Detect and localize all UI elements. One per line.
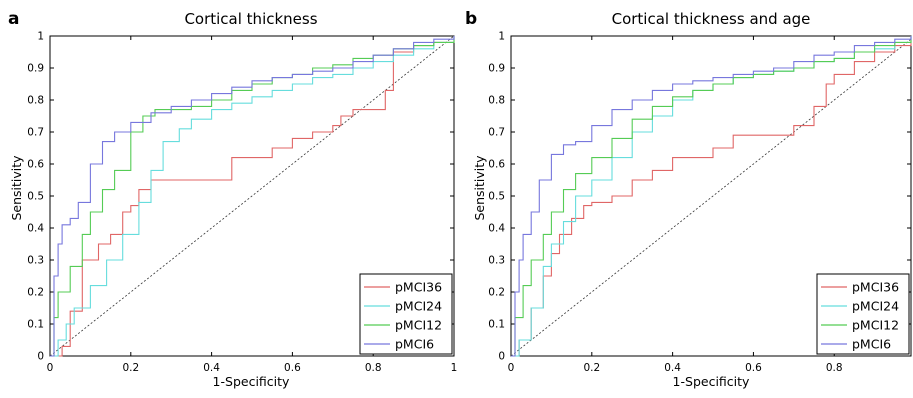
panel-b-y-tick-label: 0.9: [488, 63, 505, 75]
panel-b-y-tick-label: 0.3: [488, 255, 505, 267]
panel-a-plot-area: 0 0.1 0.2 0.3 0.4 0.5 0.6 0.7 0.8 0.9 1 0 0.2 0.4 0.6 0…: [27, 31, 457, 375]
panel-b-reference-diagonal: [510, 38, 912, 357]
panel-b-y-tick-label: 0.5: [488, 191, 505, 203]
panel-a-legend-label-pmci6: pMCI6: [395, 337, 434, 352]
panel-b-x-tick-label: 0.2: [583, 362, 600, 374]
panel-b-x-tick-label: 0.4: [664, 362, 681, 374]
panel-b-y-axis-label: Sensitivity: [472, 155, 487, 221]
panel-b-y-tick-label: 0.7: [488, 127, 505, 139]
panel-a-y-tick-label: 0.2: [27, 287, 44, 299]
panel-b-letter: b: [465, 9, 477, 29]
panel-a-legend-label-pmci24: pMCI24: [395, 299, 442, 314]
panel-a-x-tick-label: 0.2: [122, 362, 139, 374]
panel-a-x-tick-label: 1: [451, 362, 458, 374]
panel-a-letter: a: [8, 9, 19, 29]
panel-a-series-pmci6: [50, 36, 455, 357]
panel-b-legend-label-pmci6: pMCI6: [852, 337, 891, 352]
panel-a-y-tick-label: 0.8: [27, 95, 44, 107]
panel-a-series-pmci36: [50, 36, 455, 357]
panel-a-legend-label-pmci36: pMCI36: [395, 280, 442, 295]
panel-a-x-tick-label: 0.6: [284, 362, 301, 374]
panel-b: b Cortical thickness and age 1-Specifici…: [465, 9, 912, 389]
panel-b-x-axis-label: 1-Specificity: [673, 374, 750, 389]
panel-a-y-tick-label: 0.5: [27, 191, 44, 203]
panel-a-y-tick-label: 0.3: [27, 255, 44, 267]
panel-b-series-pmci12: [511, 36, 912, 357]
panel-a-legend-label-pmci12: pMCI12: [395, 318, 442, 333]
panel-a-x-tick-label: 0.4: [203, 362, 220, 374]
panel-b-series-pmci6: [511, 36, 912, 357]
panel-a: a Cortical thickness 1-Specificity Sensi…: [8, 9, 457, 389]
panel-a-y-tick-label: 0.7: [27, 127, 44, 139]
panel-a-y-tick-label: 0.6: [27, 159, 44, 171]
panel-b-y-tick-label: 0.1: [488, 319, 505, 331]
panel-a-legend: pMCI36 pMCI24 pMCI12 pMCI6: [359, 273, 453, 355]
panel-a-y-tick-label: 0.4: [27, 223, 44, 235]
panel-a-y-tick-label: 0.9: [27, 63, 44, 75]
panel-b-y-tick-label: 0.6: [488, 159, 505, 171]
panel-b-x-tick-label: 0.8: [826, 362, 843, 374]
panel-b-y-tick-label: 0.4: [488, 223, 505, 235]
panel-b-title: Cortical thickness and age: [612, 10, 811, 28]
panel-b-legend-label-pmci12: pMCI12: [852, 318, 899, 333]
panel-b-y-tick-label: 0.2: [488, 287, 505, 299]
panel-a-y-tick-label: 0: [37, 351, 44, 363]
panel-b-y-tick-label: 1: [498, 31, 505, 43]
panel-b-plot-area: 0 0.1 0.2 0.3 0.4 0.5 0.6 0.7 0.8 0.9 1 0 0.2 0.4 0.6 0…: [488, 31, 912, 374]
panel-a-y-tick-label: 0.1: [27, 319, 44, 331]
panel-a-x-tick-label: 0: [47, 362, 54, 374]
panel-b-x-tick-label: 0: [508, 362, 515, 374]
panel-b-legend: pMCI36 pMCI24 pMCI12 pMCI6: [816, 273, 910, 355]
panel-a-title: Cortical thickness: [184, 10, 317, 28]
panel-a-x-tick-label: 0.8: [365, 362, 382, 374]
panel-a-y-axis-label: Sensitivity: [9, 155, 24, 221]
panel-b-x-tick-label: 0.6: [745, 362, 762, 374]
panel-b-legend-label-pmci36: pMCI36: [852, 280, 899, 295]
panel-b-y-tick-label: 0: [498, 351, 505, 363]
panel-b-legend-label-pmci24: pMCI24: [852, 299, 899, 314]
panel-b-y-tick-label: 0.8: [488, 95, 505, 107]
panel-a-x-axis-label: 1-Specificity: [213, 374, 290, 389]
panel-a-reference-diagonal: [49, 35, 455, 357]
panel-a-y-tick-label: 1: [37, 31, 44, 43]
